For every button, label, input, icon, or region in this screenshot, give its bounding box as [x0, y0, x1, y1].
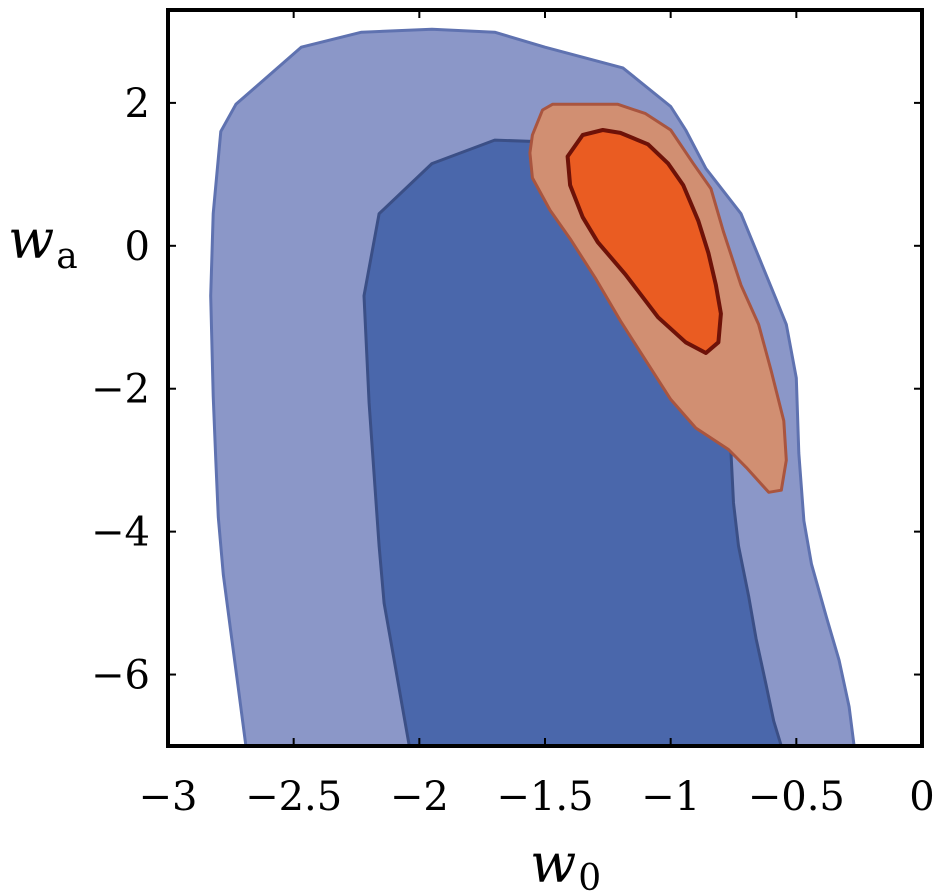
- x-tick-label: 0: [909, 774, 934, 820]
- y-axis-label-subscript: a: [56, 236, 77, 277]
- x-axis-label-subscript: 0: [578, 858, 601, 892]
- x-axis-label-base: w: [530, 832, 576, 892]
- x-tick-label: −2: [390, 774, 449, 820]
- tick-layer: [167, 10, 923, 746]
- tick-label-layer: −3 −2.5 −2 −1.5 −1 −0.5 0 −6 −4 −2 0 2: [91, 81, 935, 820]
- x-axis-label: w0: [530, 832, 601, 892]
- y-tick-label: 0: [125, 224, 150, 270]
- contour-layer: [209, 27, 856, 746]
- contour-orange-inner: [565, 128, 723, 355]
- x-tick-label: −1.5: [496, 774, 593, 820]
- y-axis-label-base: w: [8, 208, 54, 271]
- x-tick-label: −3: [139, 774, 198, 820]
- x-tick-label: −0.5: [748, 774, 845, 820]
- y-axis-label: wa: [8, 208, 78, 277]
- y-tick-label: −4: [91, 510, 150, 556]
- y-tick-label: 2: [125, 81, 150, 127]
- y-tick-label: −6: [91, 653, 150, 699]
- y-tick-label: −2: [91, 367, 150, 413]
- x-tick-label: −2.5: [245, 774, 342, 820]
- x-tick-label: −1: [641, 774, 700, 820]
